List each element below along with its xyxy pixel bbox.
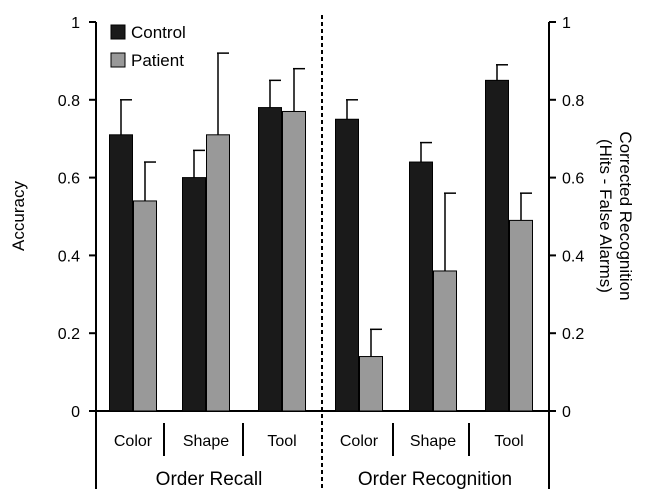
- left-tick-label: 0.2: [58, 326, 80, 343]
- left-tick-label: 0.4: [58, 248, 80, 265]
- legend: Control Patient: [110, 23, 186, 70]
- bar-patient: [359, 356, 383, 412]
- left-tick-label: 1: [71, 15, 80, 32]
- group-label: Order Recall: [156, 469, 263, 489]
- bar-control: [109, 134, 133, 412]
- category-label: Tool: [494, 433, 523, 450]
- bar-patient: [133, 200, 157, 412]
- legend-swatch-control: [110, 24, 126, 40]
- category-label: Color: [340, 433, 379, 450]
- bar-control: [258, 107, 282, 412]
- y-axis-title-right-line1: Corrected Recognition: [616, 131, 635, 300]
- left-tick-label: 0.6: [58, 171, 80, 188]
- category-label: Tool: [267, 433, 296, 450]
- ticks: 0 0.2 0.4 0.6 0.8 1 0 0.2 0.4 0.6 0.8 1: [58, 15, 585, 421]
- legend-swatch-patient: [110, 52, 126, 68]
- bar-control: [182, 177, 206, 412]
- category-labels: Color Shape Tool Color Shape Tool Order Recall…: [114, 433, 524, 489]
- left-tick-label: 0.8: [58, 93, 80, 110]
- right-tick-label: 0.2: [562, 326, 584, 343]
- y-axis-title-right-line2: (Hits - False Alarms): [596, 139, 615, 293]
- category-label: Shape: [410, 433, 456, 450]
- right-tick-label: 0: [562, 404, 571, 421]
- right-tick-label: 0.6: [562, 171, 584, 188]
- bar-patient: [206, 134, 230, 412]
- left-tick-label: 0: [71, 404, 80, 421]
- right-tick-label: 1: [562, 15, 571, 32]
- bar-control: [485, 79, 509, 412]
- group-label: Order Recognition: [358, 469, 512, 489]
- legend-label-control: Control: [131, 23, 186, 42]
- category-label: Shape: [183, 433, 229, 450]
- bar-control: [409, 161, 433, 412]
- bar-patient: [433, 270, 457, 412]
- legend-label-patient: Patient: [131, 51, 184, 70]
- right-tick-label: 0.8: [562, 93, 584, 110]
- right-tick-label: 0.4: [562, 248, 584, 265]
- bar-patient: [509, 219, 533, 412]
- y-axis-title-left: Accuracy: [9, 181, 28, 251]
- bars: [109, 52, 533, 412]
- axes: [95, 15, 550, 489]
- bar-patient: [282, 110, 306, 412]
- bar-control: [335, 118, 359, 412]
- category-label: Color: [114, 433, 153, 450]
